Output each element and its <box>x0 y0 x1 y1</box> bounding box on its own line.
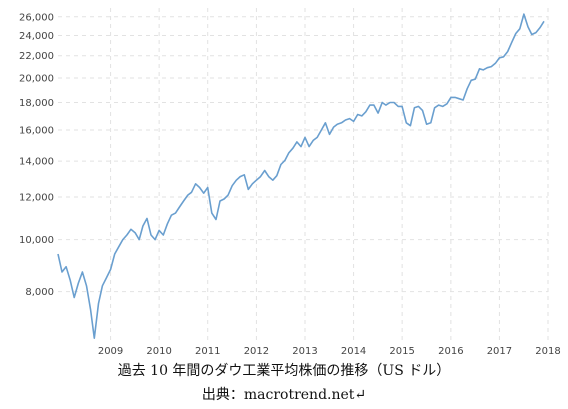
y-tick-label: 10,000 <box>19 235 54 246</box>
y-tick-label: 20,000 <box>19 73 54 84</box>
x-tick-label: 2009 <box>98 346 123 357</box>
x-tick-label: 2013 <box>292 346 317 357</box>
y-tick-label: 16,000 <box>19 125 54 136</box>
chart-caption: 過去 10 年間のダウ工業平均株価の推移（US ドル） <box>117 363 451 379</box>
y-tick-label: 14,000 <box>19 157 54 168</box>
series-line-0 <box>57 13 545 340</box>
series-layer <box>57 13 545 340</box>
x-tick-label: 2016 <box>438 346 463 357</box>
x-tick-label: 2015 <box>389 346 414 357</box>
y-tick-label: 24,000 <box>19 31 54 42</box>
gridlines <box>58 8 549 340</box>
x-tick-label: 2010 <box>146 346 171 357</box>
x-tick-label: 2012 <box>244 346 269 357</box>
x-tick-label: 2018 <box>535 346 560 357</box>
line-chart: 8,000 10,000 12,000 14,000 16,000 18,000 20,00… <box>19 8 561 357</box>
x-tick-label: 2011 <box>195 346 220 357</box>
x-tick-label: 2014 <box>341 346 366 357</box>
y-tick-label: 12,000 <box>19 193 54 204</box>
y-tick-label: 22,000 <box>19 51 54 62</box>
x-tick-label: 2017 <box>487 346 512 357</box>
y-tick-label: 18,000 <box>19 98 54 109</box>
y-tick-label: 26,000 <box>19 12 54 23</box>
source-caption: 出典：macrotrend.net↵ <box>201 387 367 403</box>
y-axis: 8,000 10,000 12,000 14,000 16,000 18,000 20,00… <box>19 12 54 298</box>
x-axis: 2009 2010 2011 2012 2013 2014 2015 2016 2017 2018 <box>98 346 561 357</box>
y-tick-label: 8,000 <box>25 287 54 298</box>
